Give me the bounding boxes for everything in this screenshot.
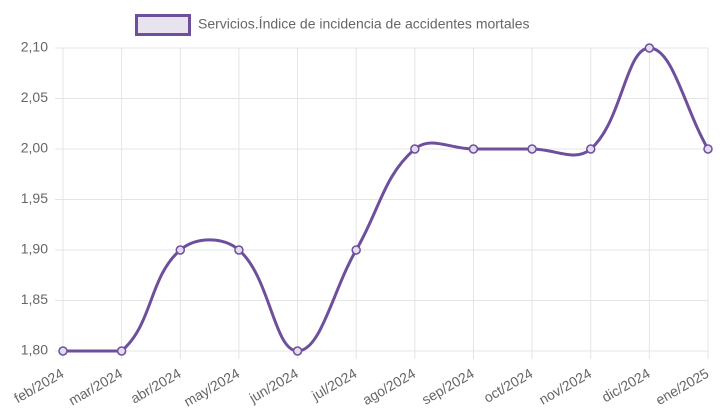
y-tick-label: 1,85 (21, 291, 48, 307)
x-tick-label: dic/2024 (599, 365, 653, 405)
x-tick-label: ago/2024 (360, 365, 419, 408)
y-tick-label: 1,95 (21, 190, 48, 206)
y-tick-label: 2,10 (21, 39, 48, 55)
y-tick-label: 2,05 (21, 89, 48, 105)
x-tick-label: mar/2024 (66, 365, 125, 409)
y-tick-label: 2,00 (21, 140, 48, 156)
y-tick-label: 1,80 (21, 342, 48, 358)
legend-swatch (135, 14, 191, 36)
point (175, 245, 186, 255)
x-tick-label: feb/2024 (11, 365, 66, 406)
y-tick-label: 1,90 (21, 241, 48, 257)
point (644, 43, 655, 53)
x-tick-label: may/2024 (181, 365, 242, 410)
x-tick-label: abr/2024 (128, 365, 184, 407)
point (351, 245, 361, 255)
point (58, 346, 68, 356)
x-tick-label: sep/2024 (419, 365, 477, 408)
x-tick-label: ene/2025 (653, 365, 712, 408)
point (116, 346, 127, 356)
point (527, 144, 537, 154)
point (703, 144, 713, 154)
legend-label: Servicios.Índice de incidencia de accide… (198, 16, 530, 32)
x-tick-label: oct/2024 (481, 365, 536, 406)
point (585, 144, 596, 154)
x-tick-label: jun/2024 (246, 365, 302, 406)
point (292, 346, 303, 356)
point (468, 144, 479, 154)
x-tick-label: nov/2024 (536, 365, 594, 408)
x-tick-label: jul/2024 (308, 365, 360, 404)
point (234, 245, 244, 255)
point (410, 144, 420, 154)
